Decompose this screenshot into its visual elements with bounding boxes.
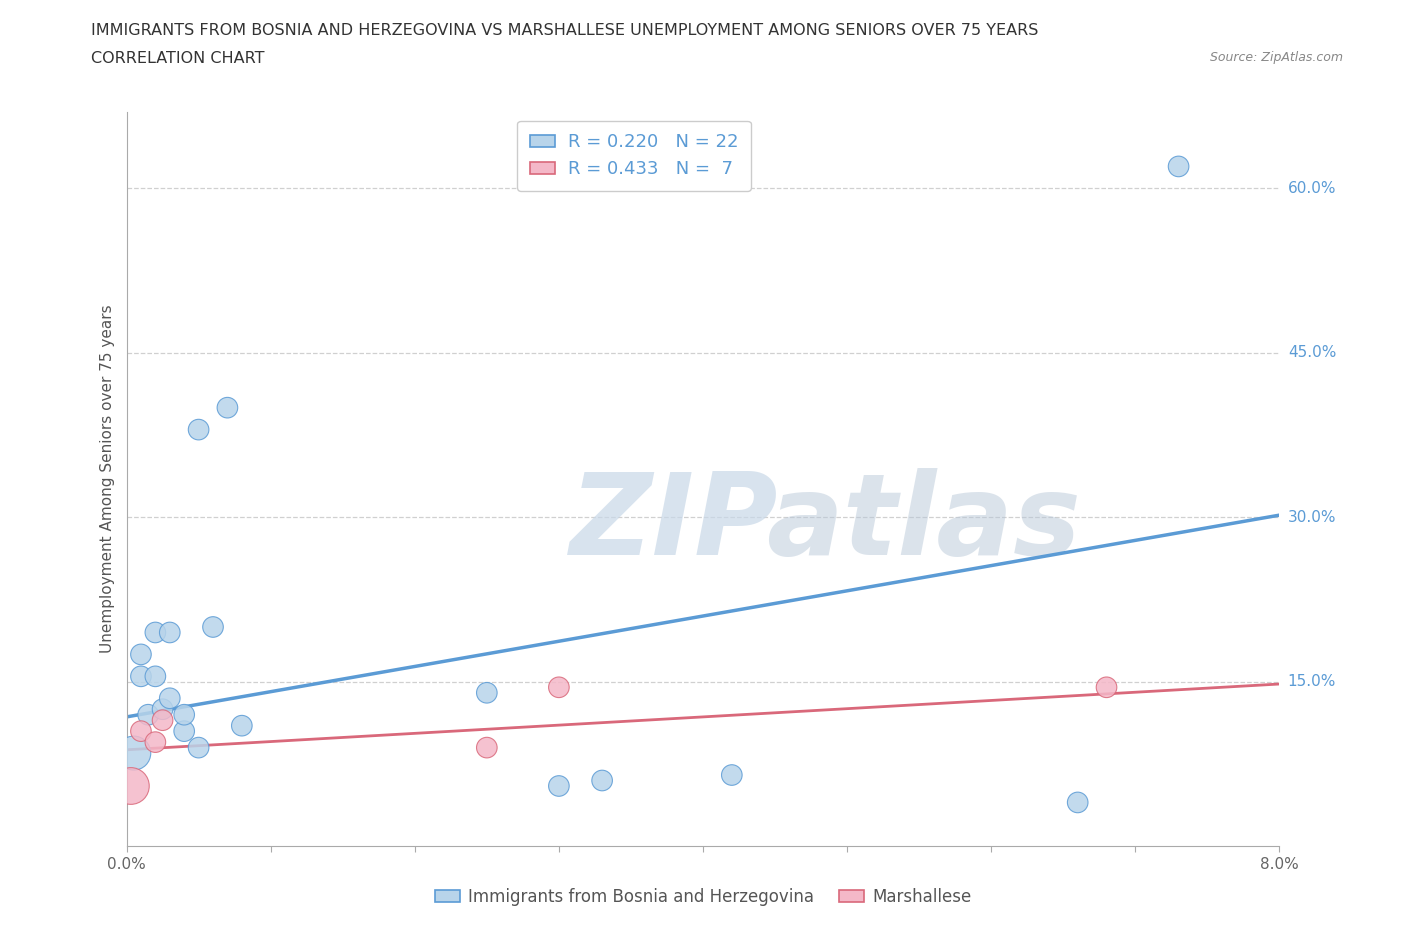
Text: CORRELATION CHART: CORRELATION CHART — [91, 51, 264, 66]
Point — [159, 691, 181, 706]
Text: Source: ZipAtlas.com: Source: ZipAtlas.com — [1209, 51, 1343, 64]
Text: 15.0%: 15.0% — [1288, 674, 1336, 689]
Point — [120, 778, 142, 793]
Point — [152, 702, 174, 717]
Point — [136, 708, 159, 723]
Point — [159, 625, 181, 640]
Text: ZIP: ZIP — [571, 468, 779, 578]
Point — [1167, 159, 1189, 174]
Point — [173, 724, 195, 738]
Point — [152, 712, 174, 727]
Point — [145, 625, 166, 640]
Point — [173, 708, 195, 723]
Point — [129, 647, 152, 662]
Point — [548, 680, 571, 695]
Point — [122, 746, 145, 761]
Text: IMMIGRANTS FROM BOSNIA AND HERZEGOVINA VS MARSHALLESE UNEMPLOYMENT AMONG SENIORS: IMMIGRANTS FROM BOSNIA AND HERZEGOVINA V… — [91, 23, 1039, 38]
Point — [720, 767, 742, 782]
Point — [145, 669, 166, 684]
Text: 60.0%: 60.0% — [1288, 180, 1336, 196]
Point — [129, 669, 152, 684]
Point — [187, 422, 209, 437]
Text: 30.0%: 30.0% — [1288, 510, 1336, 525]
Point — [475, 740, 498, 755]
Point — [475, 685, 498, 700]
Point — [591, 773, 613, 788]
Legend: R = 0.220   N = 22, R = 0.433   N =  7: R = 0.220 N = 22, R = 0.433 N = 7 — [517, 121, 751, 191]
Point — [217, 400, 239, 415]
Point — [548, 778, 571, 793]
Text: atlas: atlas — [766, 468, 1081, 578]
Point — [1067, 795, 1090, 810]
Legend: Immigrants from Bosnia and Herzegovina, Marshallese: Immigrants from Bosnia and Herzegovina, … — [427, 881, 979, 912]
Text: 45.0%: 45.0% — [1288, 345, 1336, 360]
Point — [1095, 680, 1118, 695]
Y-axis label: Unemployment Among Seniors over 75 years: Unemployment Among Seniors over 75 years — [100, 305, 115, 653]
Point — [202, 619, 225, 634]
Point — [145, 735, 166, 750]
Point — [187, 740, 209, 755]
Point — [129, 724, 152, 738]
Point — [231, 718, 253, 733]
